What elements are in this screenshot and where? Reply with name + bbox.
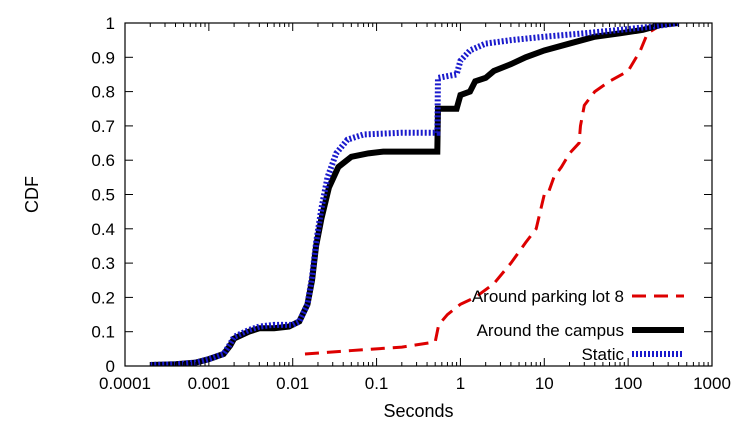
y-tick-label: 0.8 — [91, 83, 115, 102]
legend: Around parking lot 8 Around the campus Sta… — [472, 287, 684, 364]
legend-label-1: Around parking lot 8 — [472, 287, 624, 306]
legend-label-2: Around the campus — [477, 321, 624, 340]
y-axis-label: CDF — [22, 176, 42, 213]
y-tick-label: 0.5 — [91, 186, 115, 205]
axis-ticks: 0.0001 0.001 0.01 0.1 1 10 100 1000 0 0.1 0.2 0.3 0.… — [91, 14, 731, 393]
series-line-1 — [304, 23, 669, 356]
y-tick-label: 0.2 — [91, 288, 115, 307]
x-tick-label: 0.0001 — [99, 374, 151, 393]
plot-frame — [124, 22, 713, 367]
x-tick-label: 10 — [535, 374, 554, 393]
y-tick-label: 0 — [106, 357, 115, 376]
series-line-2 — [150, 23, 679, 366]
y-tick-label: 0.9 — [91, 48, 115, 67]
y-tick-label: 0.1 — [91, 323, 115, 342]
y-tick-label: 0.3 — [91, 254, 115, 273]
series-layer — [150, 23, 680, 366]
x-axis-label: Seconds — [383, 401, 453, 421]
x-tick-label: 0.001 — [188, 374, 231, 393]
y-tick-label: 0.6 — [91, 151, 115, 170]
x-tick-label: 0.01 — [276, 374, 309, 393]
y-tick-label: 1 — [106, 14, 115, 33]
y-tick-label: 0.4 — [91, 220, 115, 239]
y-tick-label: 0.7 — [91, 117, 115, 136]
x-tick-label: 1000 — [693, 374, 731, 393]
x-tick-label: 100 — [614, 374, 642, 393]
legend-label-3: Static — [581, 345, 624, 364]
series-line-3 — [150, 23, 680, 366]
x-tick-label: 0.1 — [365, 374, 389, 393]
x-tick-label: 1 — [456, 374, 465, 393]
